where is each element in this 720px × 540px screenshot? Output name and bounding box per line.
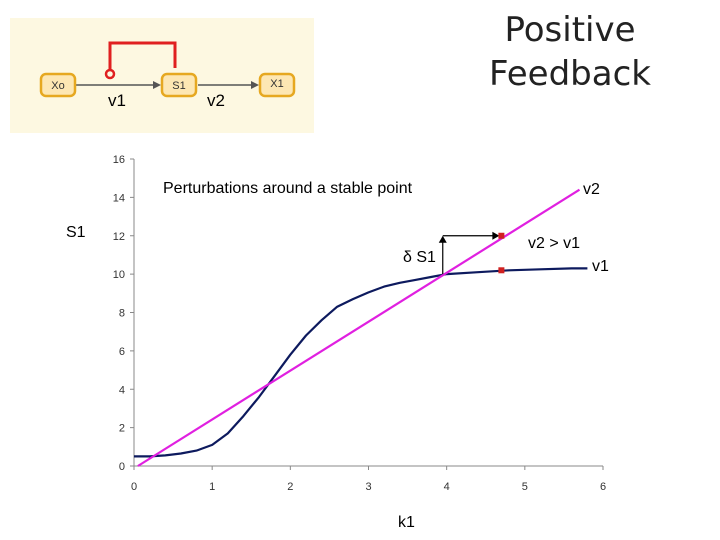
chart-annotations: Perturbations around a stable point δ S1…	[66, 180, 609, 531]
x-tick-label: 3	[365, 481, 371, 493]
y-tick-label: 0	[119, 461, 125, 473]
x-tick-label: 0	[131, 481, 137, 493]
node-s1[interactable]: S1	[160, 72, 198, 98]
svg-text:X1: X1	[270, 78, 283, 90]
y-tick-label: 2	[119, 423, 125, 435]
comparison-label: v2 > v1	[528, 235, 580, 252]
x-tick-label: 5	[522, 481, 528, 493]
slide-title: Positive Feedback	[470, 8, 670, 96]
perturbation-arrowhead-right-icon	[492, 231, 500, 240]
reaction-v1-arrowhead-icon	[153, 81, 161, 89]
edge-label-v1: v1	[108, 91, 126, 110]
v2-curve-label: v2	[583, 181, 600, 198]
y-tick-label: 12	[113, 231, 125, 243]
svg-text:S1: S1	[172, 80, 185, 92]
chart-series	[134, 188, 588, 467]
y-tick-label: 10	[113, 269, 125, 281]
rate-point-0	[498, 232, 505, 239]
edge-label-v2: v2	[207, 91, 225, 110]
y-tick-label: 14	[113, 192, 125, 204]
x-tick-label: 2	[287, 481, 293, 493]
x-axis-label: k1	[398, 514, 415, 531]
y-tick-label: 4	[119, 384, 125, 396]
chart-subtitle: Perturbations around a stable point	[163, 180, 413, 197]
series-line-v1	[134, 267, 588, 458]
perturbation-arrowhead-up-icon	[438, 235, 447, 243]
y-tick-label: 6	[119, 346, 125, 358]
feedback-modifier-icon	[104, 68, 116, 80]
series-line-v2	[137, 188, 581, 467]
svg-text:Xo: Xo	[51, 80, 64, 92]
node-xo[interactable]: Xo	[39, 72, 77, 98]
v1-curve-label: v1	[592, 258, 609, 275]
slide-title-line-2: Feedback	[489, 54, 651, 94]
x-tick-label: 1	[209, 481, 215, 493]
node-x1[interactable]: X1	[258, 72, 296, 98]
rate-point-1	[498, 267, 505, 274]
y-tick-label: 8	[119, 308, 125, 320]
x-tick-label: 4	[444, 481, 450, 493]
x-tick-label: 6	[600, 481, 606, 493]
y-axis-label: S1	[66, 224, 86, 241]
feedback-line	[108, 41, 177, 70]
y-tick-label: 16	[113, 154, 125, 166]
slide-title-line-1: Positive	[504, 10, 636, 50]
pathway-diagram: Xo S1 X1 v1 v2	[10, 18, 314, 133]
reaction-v2-arrowhead-icon	[251, 81, 259, 89]
delta-s1-label: δ S1	[403, 249, 436, 266]
